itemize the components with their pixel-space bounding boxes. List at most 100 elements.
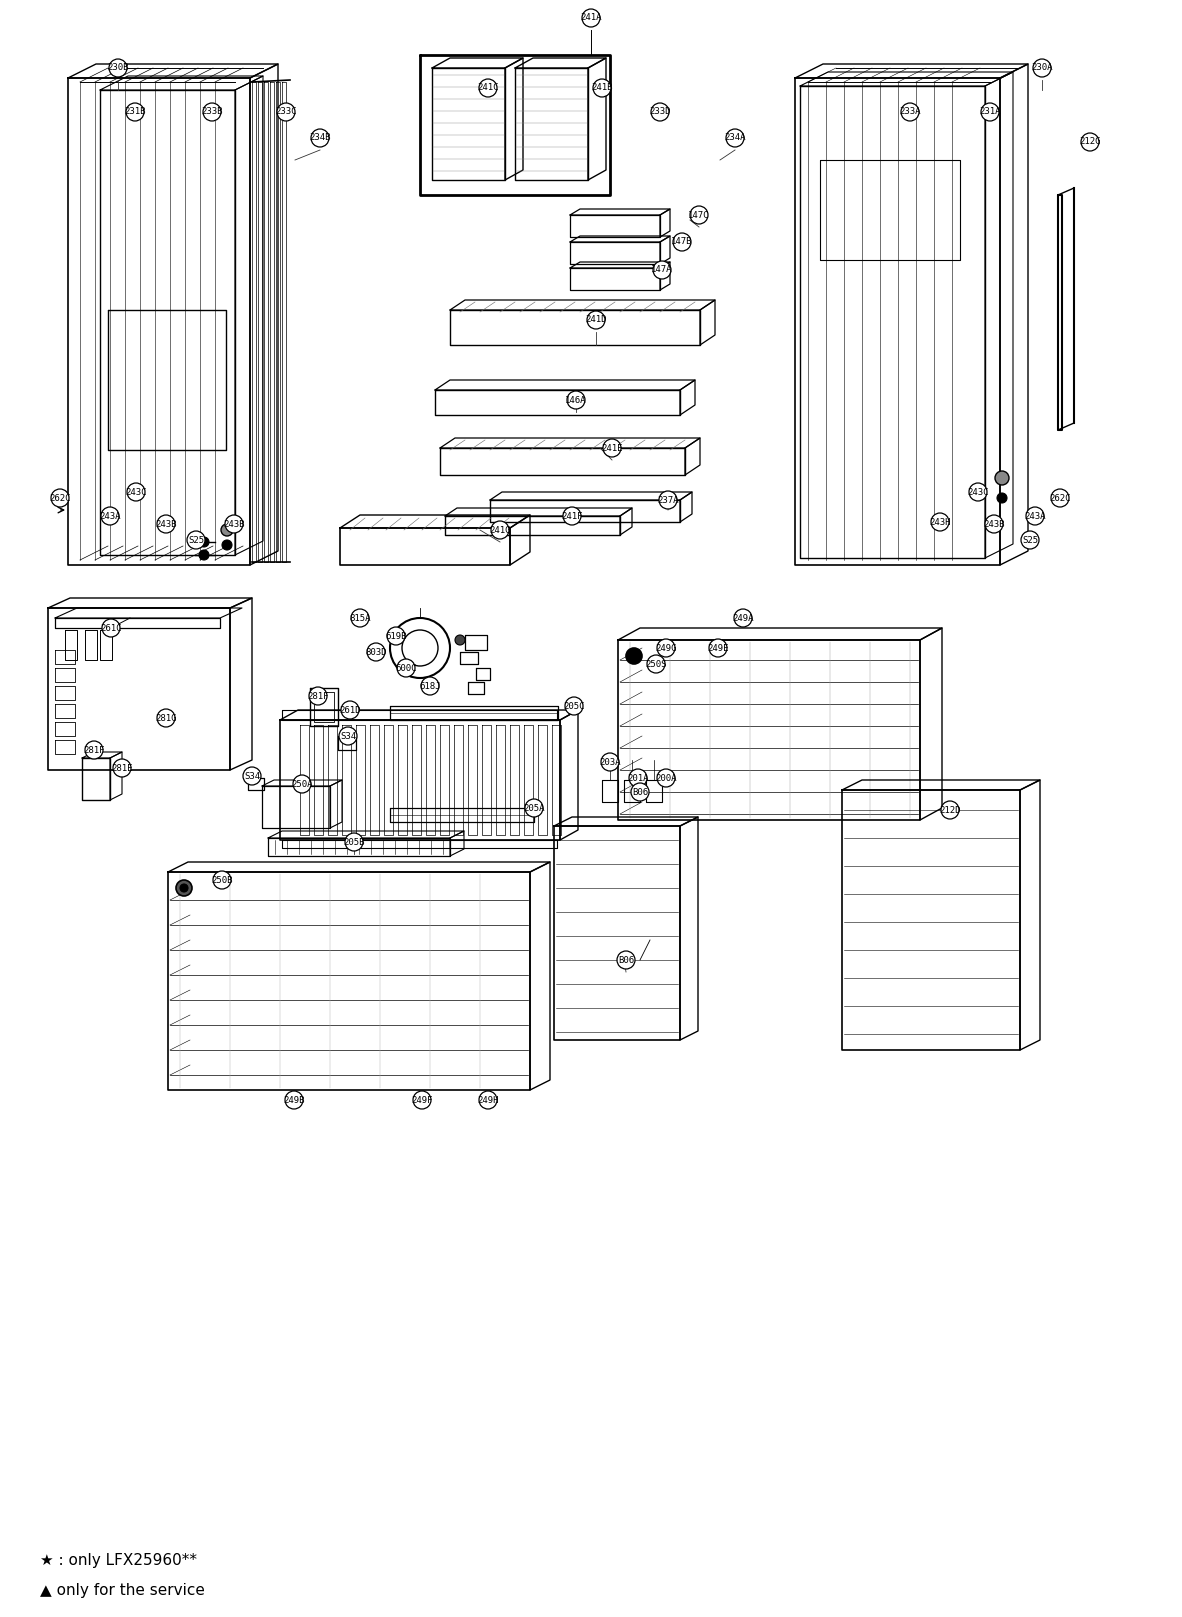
Text: S25: S25 [188,535,204,545]
Circle shape [603,438,621,458]
Text: 234A: 234A [725,134,746,142]
Text: 249E: 249E [707,644,729,653]
Text: 241C: 241C [478,84,499,92]
Text: S34: S34 [243,771,260,781]
Circle shape [126,483,145,501]
Text: 803D: 803D [365,647,387,657]
Circle shape [421,678,439,695]
Text: 600C: 600C [395,663,417,673]
Circle shape [567,391,585,409]
Text: 146A: 146A [565,396,586,404]
Text: 230B: 230B [108,63,129,73]
Circle shape [525,799,543,817]
Text: 241G: 241G [489,526,511,535]
Text: 234B: 234B [310,134,331,142]
Text: 250S: 250S [645,660,667,668]
Text: 241F: 241F [561,511,583,521]
Circle shape [100,508,119,526]
Text: 201A: 201A [628,773,649,783]
Circle shape [941,800,959,818]
Circle shape [109,58,126,78]
Circle shape [351,610,369,627]
Text: 205B: 205B [343,838,365,847]
Circle shape [345,833,363,851]
Circle shape [225,514,243,534]
Text: 250A: 250A [291,779,313,789]
Circle shape [180,884,188,893]
Circle shape [479,79,496,97]
Text: 241E: 241E [602,443,623,453]
Text: 231A: 231A [979,107,1001,116]
Text: 249B: 249B [284,1095,305,1104]
Circle shape [213,872,230,889]
Circle shape [690,205,708,225]
Circle shape [176,880,191,896]
Text: 243B: 243B [223,519,245,529]
Text: ★ : only LFX25960**: ★ : only LFX25960** [40,1552,197,1567]
Circle shape [563,508,582,526]
Text: 243C: 243C [967,487,989,496]
Text: 147A: 147A [651,265,673,275]
Circle shape [187,530,204,550]
Text: 205A: 205A [524,804,545,812]
Text: S25: S25 [1022,535,1038,545]
Text: 241D: 241D [585,315,606,325]
Text: 243B: 243B [155,519,177,529]
Text: 233B: 233B [201,107,222,116]
Text: 241A: 241A [580,13,602,23]
Text: 262C: 262C [1050,493,1071,503]
Circle shape [651,103,669,121]
Text: 233D: 233D [649,107,670,116]
Text: S34: S34 [340,731,356,741]
Circle shape [969,483,987,501]
Text: 241B: 241B [591,84,612,92]
Text: 231B: 231B [124,107,145,116]
Circle shape [617,951,635,969]
Circle shape [726,129,743,147]
Circle shape [626,648,642,665]
Circle shape [51,488,69,508]
Circle shape [455,635,465,645]
Circle shape [157,708,175,728]
Text: B06: B06 [632,787,648,797]
Text: 243A: 243A [99,511,121,521]
Circle shape [277,103,296,121]
Circle shape [660,492,677,509]
Circle shape [1082,133,1099,150]
Text: 281F: 281F [83,745,105,755]
Circle shape [113,758,131,778]
Circle shape [85,741,103,758]
Text: 281G: 281G [155,713,177,723]
Circle shape [479,1091,496,1109]
Circle shape [243,766,261,784]
Text: 233A: 233A [900,107,921,116]
Circle shape [221,524,233,535]
Text: 281F: 281F [307,692,329,700]
Text: B06: B06 [618,956,634,964]
Circle shape [102,619,121,637]
Text: 815A: 815A [349,613,371,623]
Text: 243H: 243H [929,517,950,527]
Circle shape [491,521,509,538]
Text: 200A: 200A [655,773,677,783]
Text: 619B: 619B [385,632,407,640]
Circle shape [985,514,1004,534]
Circle shape [931,513,949,530]
Circle shape [1051,488,1069,508]
Text: 233C: 233C [275,107,297,116]
Text: 243C: 243C [125,487,147,496]
Text: 230A: 230A [1031,63,1053,73]
Circle shape [981,103,999,121]
Circle shape [340,702,359,720]
Text: 212D: 212D [940,805,961,815]
Text: 249F: 249F [411,1095,433,1104]
Circle shape [199,537,209,547]
Text: 281E: 281E [111,763,132,773]
Circle shape [995,471,1009,485]
Text: 249G: 249G [655,644,677,653]
Text: 250B: 250B [212,875,233,884]
Circle shape [199,550,209,559]
Circle shape [565,697,583,715]
Circle shape [734,610,752,627]
Circle shape [293,775,311,792]
